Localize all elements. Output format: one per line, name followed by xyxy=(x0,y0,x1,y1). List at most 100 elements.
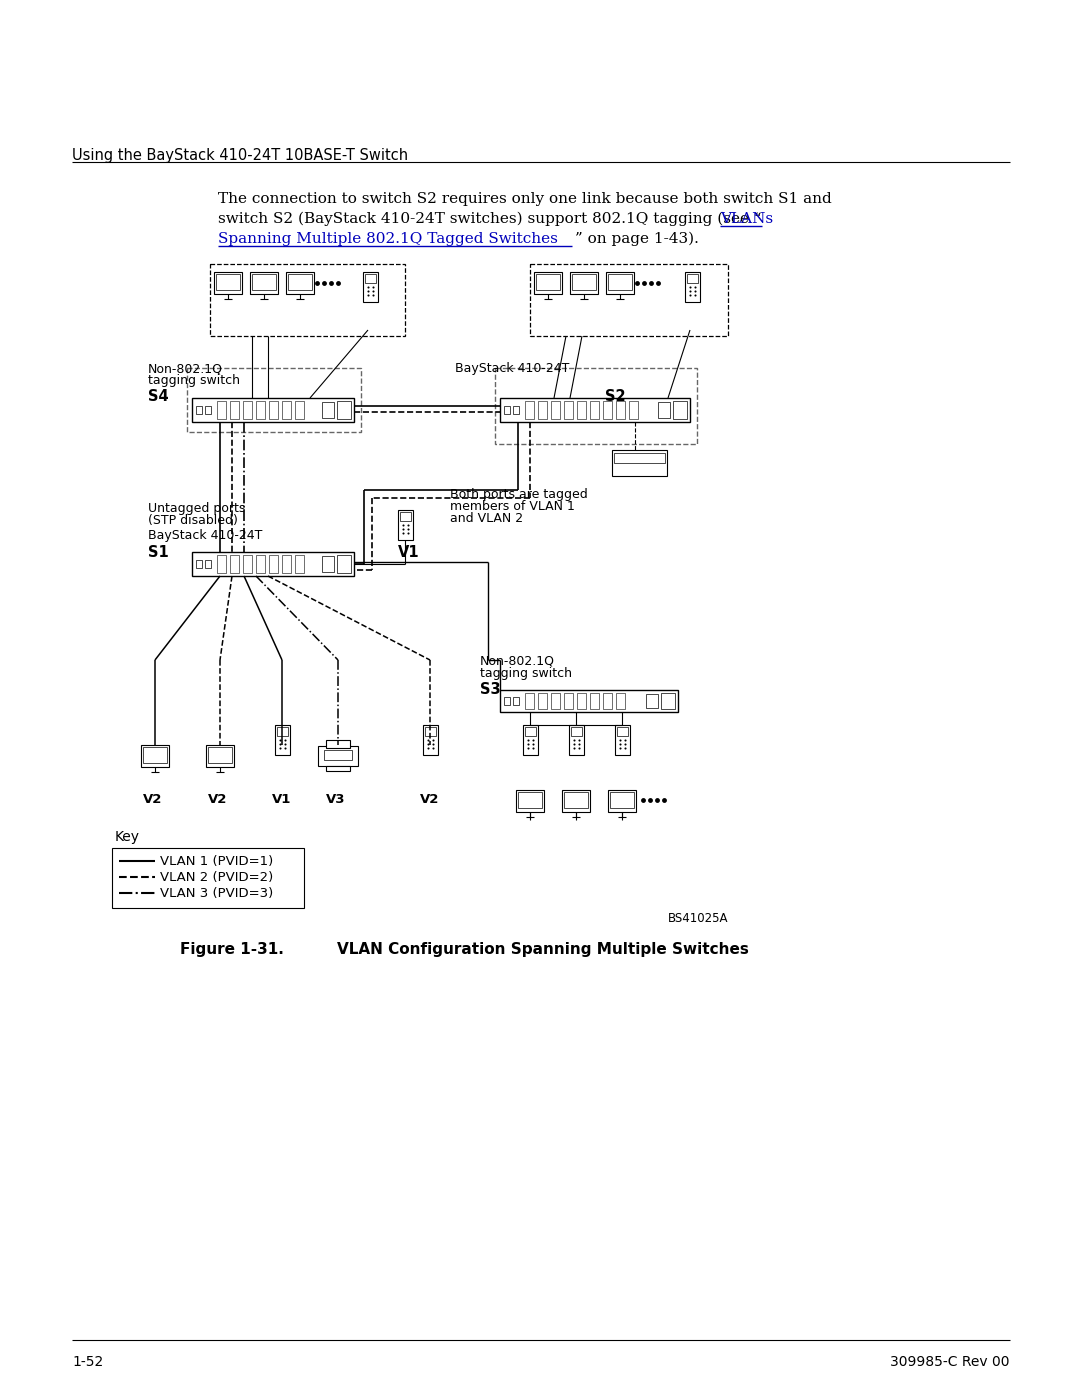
Bar xyxy=(500,690,678,712)
Bar xyxy=(612,450,667,476)
Bar xyxy=(288,274,312,291)
Bar xyxy=(687,274,698,284)
Bar xyxy=(616,693,625,710)
Bar xyxy=(534,272,562,293)
Bar xyxy=(617,726,627,736)
Bar xyxy=(275,725,291,754)
Text: BayStack 410-24T: BayStack 410-24T xyxy=(148,529,262,542)
Bar xyxy=(495,367,697,444)
Text: tagging switch: tagging switch xyxy=(148,374,240,387)
Text: Figure 1-31.: Figure 1-31. xyxy=(180,942,284,957)
Text: ” on page 1-43).: ” on page 1-43). xyxy=(575,232,699,246)
Text: 1-52: 1-52 xyxy=(72,1355,104,1369)
Bar xyxy=(205,560,211,569)
Bar xyxy=(276,726,288,736)
Bar xyxy=(685,272,700,302)
Bar xyxy=(326,766,350,771)
Text: S3: S3 xyxy=(480,682,501,697)
Text: VLAN 1 (PVID=1): VLAN 1 (PVID=1) xyxy=(160,855,273,868)
Text: Non-802.1Q: Non-802.1Q xyxy=(480,655,555,668)
Bar xyxy=(256,401,265,419)
Text: Non-802.1Q: Non-802.1Q xyxy=(148,362,222,374)
Bar xyxy=(192,552,354,576)
Bar xyxy=(426,726,436,736)
Bar xyxy=(525,401,534,419)
Bar xyxy=(513,697,519,705)
Text: V2: V2 xyxy=(143,793,162,806)
Bar xyxy=(399,510,413,541)
Text: Spanning Multiple 802.1Q Tagged Switches: Spanning Multiple 802.1Q Tagged Switches xyxy=(218,232,558,246)
Bar xyxy=(423,725,438,754)
Bar xyxy=(324,750,352,760)
Bar xyxy=(615,453,665,462)
Bar xyxy=(564,792,588,807)
Bar xyxy=(230,555,239,573)
Bar xyxy=(282,401,291,419)
Bar xyxy=(569,725,584,754)
Bar xyxy=(518,792,542,807)
Bar xyxy=(295,555,303,573)
Bar xyxy=(206,745,234,767)
Bar xyxy=(661,693,675,710)
Text: (STP disabled): (STP disabled) xyxy=(148,514,238,527)
Bar xyxy=(603,401,612,419)
Text: VLAN 2 (PVID=2): VLAN 2 (PVID=2) xyxy=(160,870,273,884)
Text: switch S2 (BayStack 410-24T switches) support 802.1Q tagging (see “: switch S2 (BayStack 410-24T switches) su… xyxy=(218,212,761,226)
Bar xyxy=(564,693,573,710)
Text: tagging switch: tagging switch xyxy=(480,666,572,680)
Bar xyxy=(536,274,561,291)
Bar xyxy=(513,407,519,414)
Bar xyxy=(269,555,278,573)
Bar xyxy=(269,401,278,419)
Bar xyxy=(538,693,546,710)
Bar xyxy=(577,401,586,419)
Text: Key: Key xyxy=(114,830,140,844)
Bar xyxy=(564,401,573,419)
Bar xyxy=(610,792,634,807)
Bar xyxy=(256,555,265,573)
Text: BayStack 410-24T: BayStack 410-24T xyxy=(455,362,569,374)
Text: BS41025A: BS41025A xyxy=(669,912,729,925)
Bar xyxy=(606,272,634,293)
Text: V3: V3 xyxy=(326,793,346,806)
Bar xyxy=(195,560,202,569)
Bar xyxy=(322,402,334,418)
Text: VLANs: VLANs xyxy=(720,212,773,226)
Text: Both ports are tagged: Both ports are tagged xyxy=(450,488,588,502)
Bar xyxy=(286,272,314,293)
Bar xyxy=(504,697,510,705)
Bar xyxy=(615,725,630,754)
Bar xyxy=(337,401,351,419)
Bar xyxy=(217,401,226,419)
Bar xyxy=(572,274,596,291)
Bar xyxy=(523,725,538,754)
Bar xyxy=(187,367,361,432)
Bar xyxy=(570,272,598,293)
Bar xyxy=(337,555,351,573)
Bar xyxy=(210,264,405,337)
Bar xyxy=(577,693,586,710)
Bar xyxy=(112,848,303,908)
Text: V2: V2 xyxy=(420,793,440,806)
Text: S4: S4 xyxy=(148,388,168,404)
Bar xyxy=(608,789,636,812)
Text: Using the BayStack 410-24T 10BASE-T Switch: Using the BayStack 410-24T 10BASE-T Swit… xyxy=(72,148,408,163)
Bar xyxy=(141,745,168,767)
Bar xyxy=(192,398,354,422)
Bar xyxy=(205,407,211,414)
Text: V1: V1 xyxy=(272,793,292,806)
Text: V2: V2 xyxy=(208,793,228,806)
Text: VLAN 3 (PVID=3): VLAN 3 (PVID=3) xyxy=(160,887,273,900)
Bar xyxy=(608,274,632,291)
Text: V1: V1 xyxy=(399,545,420,560)
Bar xyxy=(500,398,690,422)
Bar xyxy=(603,693,612,710)
Bar xyxy=(551,693,561,710)
Bar xyxy=(243,401,252,419)
Bar xyxy=(616,401,625,419)
Bar xyxy=(525,693,534,710)
Bar xyxy=(658,402,670,418)
Bar xyxy=(249,272,278,293)
Text: and VLAN 2: and VLAN 2 xyxy=(450,511,523,525)
Bar xyxy=(400,511,411,521)
